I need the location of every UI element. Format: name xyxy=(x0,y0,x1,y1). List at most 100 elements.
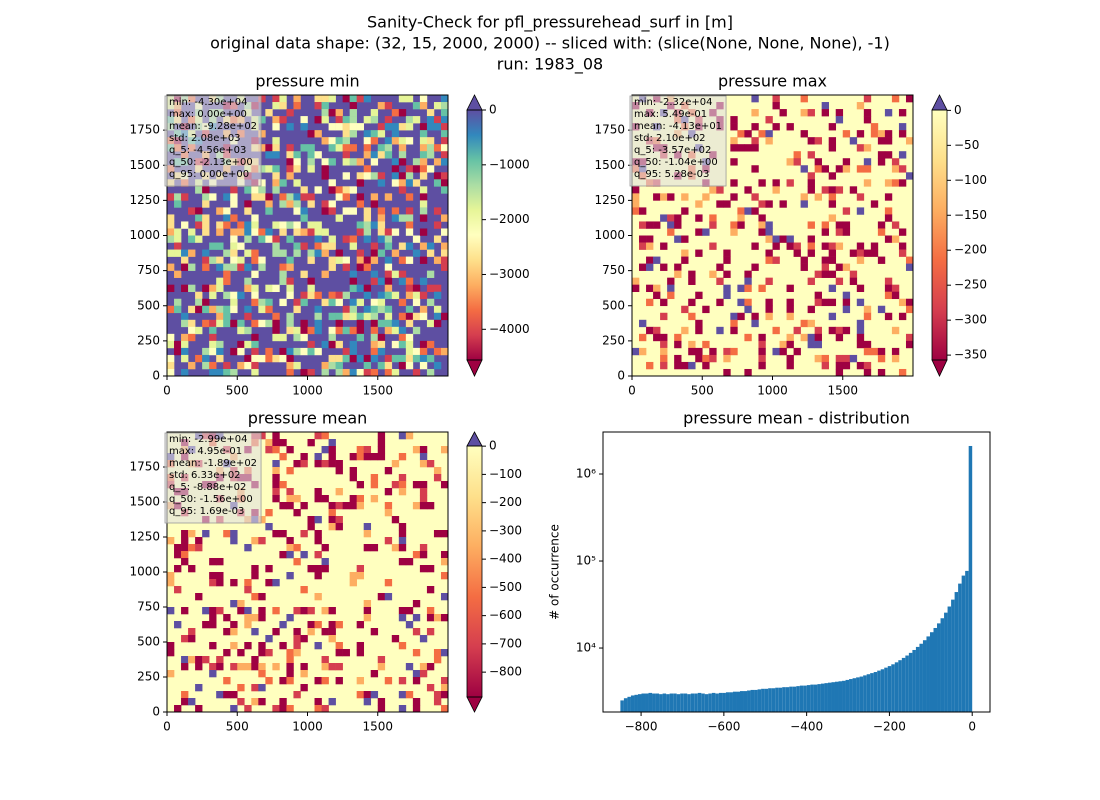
heatmap-cell xyxy=(758,333,766,342)
heatmap-cell xyxy=(660,312,668,321)
heatmap-cell xyxy=(440,186,449,194)
heatmap-cell xyxy=(814,298,822,307)
heatmap-cell xyxy=(884,214,893,222)
heatmap-cell xyxy=(440,446,449,454)
hist-bar xyxy=(694,693,698,712)
heatmap-cell xyxy=(174,586,182,594)
heatmap-cell xyxy=(898,368,907,377)
heatmap-cell xyxy=(195,298,203,307)
y-tick-label: 10⁶ xyxy=(576,467,596,481)
heatmap-cell xyxy=(307,193,315,201)
heatmap-cell xyxy=(398,137,407,145)
heatmap-cell xyxy=(342,326,350,335)
heatmap-cell xyxy=(258,642,266,650)
heatmap-cell xyxy=(405,621,414,629)
heatmap-cell xyxy=(674,263,682,271)
heatmap-cell xyxy=(293,228,301,236)
heatmap-cell xyxy=(786,354,794,363)
heatmap-cell xyxy=(405,95,414,103)
suptitle: original data shape: (32, 15, 2000, 2000… xyxy=(210,34,890,53)
heatmap-cell xyxy=(695,214,703,222)
heatmap-cell xyxy=(349,354,357,363)
heatmap-cell xyxy=(244,305,252,314)
hist-bar xyxy=(849,679,853,712)
heatmap-cell xyxy=(356,502,365,510)
x-tick-label: 0 xyxy=(163,384,171,398)
heatmap-cell xyxy=(167,228,175,236)
heatmap-cell xyxy=(244,663,252,671)
colorbar-tick-label: −350 xyxy=(954,348,987,362)
heatmap-cell xyxy=(370,200,379,208)
heatmap-cell xyxy=(419,312,428,321)
heatmap-cell xyxy=(216,256,224,264)
heatmap-cell xyxy=(412,326,421,335)
heatmap-cell xyxy=(314,572,322,580)
heatmap-cell xyxy=(230,368,238,377)
heatmap-cell xyxy=(349,207,357,215)
heatmap-cell xyxy=(321,544,329,552)
heatmap-cell xyxy=(244,544,252,552)
heatmap-cell xyxy=(688,312,696,321)
heatmap-cell xyxy=(181,340,189,349)
heatmap-cell xyxy=(905,333,914,342)
heatmap-cell xyxy=(209,663,217,671)
heatmap-cell xyxy=(877,221,886,229)
heatmap-cell xyxy=(342,151,350,159)
heatmap-cell xyxy=(174,200,182,208)
heatmap-cell xyxy=(737,298,745,307)
heatmap-cell xyxy=(174,249,182,257)
heatmap-cell xyxy=(639,263,647,271)
heatmap-cell xyxy=(321,628,329,636)
heatmap-cell xyxy=(419,130,428,138)
heatmap-cell xyxy=(328,663,336,671)
heatmap-cell xyxy=(800,200,808,208)
heatmap-cell xyxy=(800,193,808,201)
heatmap-cell xyxy=(377,151,386,159)
heatmap-cell xyxy=(370,670,379,678)
heatmap-cell xyxy=(884,130,893,138)
x-tick-label: 500 xyxy=(226,720,249,734)
heatmap-cell xyxy=(230,228,238,236)
heatmap-cell xyxy=(293,628,301,636)
heatmap-cell xyxy=(342,186,350,194)
heatmap-cell xyxy=(300,607,308,615)
heatmap-cell xyxy=(216,207,224,215)
heatmap-cell xyxy=(632,186,640,194)
heatmap-cell xyxy=(646,221,654,229)
heatmap-cell xyxy=(286,158,294,166)
heatmap-cell xyxy=(807,221,815,229)
heatmap-cell xyxy=(758,179,766,187)
y-tick-label: 1750 xyxy=(129,460,160,474)
heatmap-cell xyxy=(356,333,365,342)
heatmap-cell xyxy=(377,432,386,440)
heatmap-cell xyxy=(377,249,386,257)
heatmap-cell xyxy=(667,221,675,229)
heatmap-cell xyxy=(653,326,661,335)
heatmap-cell xyxy=(265,284,273,293)
heatmap-cell xyxy=(758,361,766,370)
heatmap-cell xyxy=(377,439,386,447)
heatmap-cell xyxy=(660,354,668,363)
heatmap-cell xyxy=(286,663,294,671)
heatmap-cell xyxy=(419,172,428,180)
heatmap-cell xyxy=(800,333,808,342)
heatmap-cell xyxy=(349,474,357,482)
heatmap-cell xyxy=(377,228,386,236)
hist-bar xyxy=(965,570,969,712)
heatmap-cell xyxy=(195,593,203,601)
heatmap-cell xyxy=(863,95,872,103)
heatmap-cell xyxy=(653,221,661,229)
heatmap-cell xyxy=(223,305,231,314)
heatmap-cell xyxy=(667,228,675,236)
heatmap-cell xyxy=(405,277,414,285)
heatmap-cell xyxy=(751,319,759,328)
heatmap-cell xyxy=(828,312,837,321)
heatmap-cell xyxy=(251,291,259,300)
heatmap-cell xyxy=(807,333,815,342)
heatmap-cell xyxy=(349,312,357,321)
heatmap-cell xyxy=(398,186,407,194)
heatmap-cell xyxy=(877,347,886,356)
y-tick-label: 1500 xyxy=(129,158,160,172)
heatmap-cell xyxy=(335,502,343,510)
heatmap-cell xyxy=(230,347,238,356)
